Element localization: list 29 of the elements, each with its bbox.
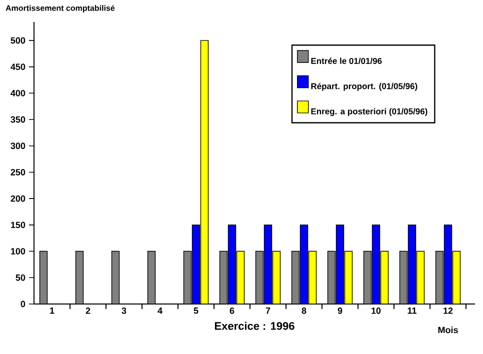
x-tick-label: 7 — [266, 308, 270, 314]
x-tick-label: 1 — [50, 308, 54, 314]
x-tick-label: 6 — [230, 308, 234, 314]
y-tick-label: 250 — [10, 169, 26, 176]
y-tick-label: 50 — [16, 274, 26, 281]
y-tick-label: 150 — [11, 222, 26, 228]
x-tick-label: 8 — [302, 308, 306, 314]
y-tick-label: 400 — [10, 90, 26, 96]
legend-label: Répart. proport. (01/05/96) — [311, 82, 418, 91]
legend-label: Entrée le 01/01/96 — [311, 58, 382, 64]
x-tick-label: 4 — [158, 308, 162, 314]
y-tick-label: 100 — [11, 248, 26, 254]
y-tick-label: 300 — [10, 142, 26, 150]
x-tick-label: 11 — [408, 308, 416, 314]
y-tick-label: 500 — [10, 37, 26, 44]
x-tick-label: 9 — [338, 308, 342, 314]
legend-label: Enreg. a posteriori (01/05/96) — [311, 108, 428, 116]
y-tick-label: 0 — [20, 300, 26, 308]
x-tick-label: 5 — [194, 308, 198, 314]
x-tick-label: 2 — [86, 308, 90, 314]
y-tick-label: 450 — [10, 64, 26, 70]
y-axis-title: Amortissement comptabilisé — [6, 4, 115, 12]
x-tick-label: 3 — [122, 308, 126, 314]
y-tick-label: 200 — [10, 195, 26, 202]
y-tick-label: 350 — [10, 116, 26, 123]
text: Mois — [438, 326, 458, 334]
x-axis-title: Exercice : 1996 — [214, 322, 294, 330]
x-tick-label: 10 — [372, 308, 381, 314]
x-tick-label: 12 — [444, 308, 453, 314]
